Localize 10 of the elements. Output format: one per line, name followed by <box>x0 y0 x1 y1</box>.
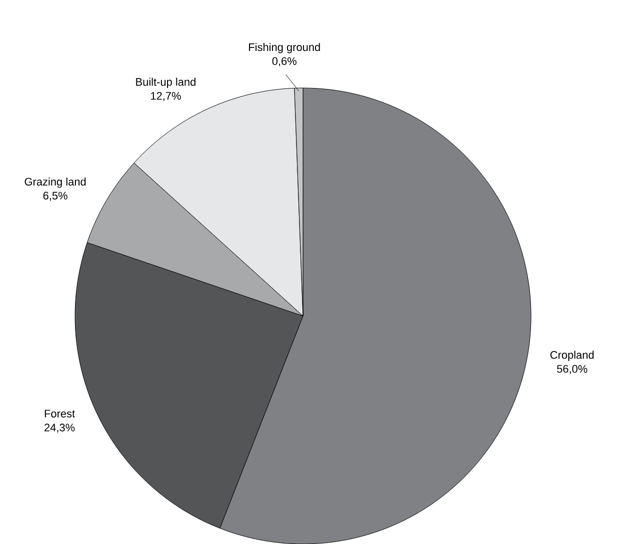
slice-label: Cropland <box>550 350 594 361</box>
data-label: 24,3% <box>44 424 75 433</box>
slice-label: Grazing land <box>24 178 86 188</box>
slice-label: Fishing ground <box>249 43 320 54</box>
data-label: 12,7% <box>151 92 181 102</box>
data-label: 6,5% <box>43 192 68 201</box>
data-label: 56,0% <box>557 365 588 374</box>
slice-label: Built-up land <box>136 78 196 88</box>
slice-label: Forest <box>44 410 75 418</box>
data-label: 0,6% <box>272 57 296 66</box>
